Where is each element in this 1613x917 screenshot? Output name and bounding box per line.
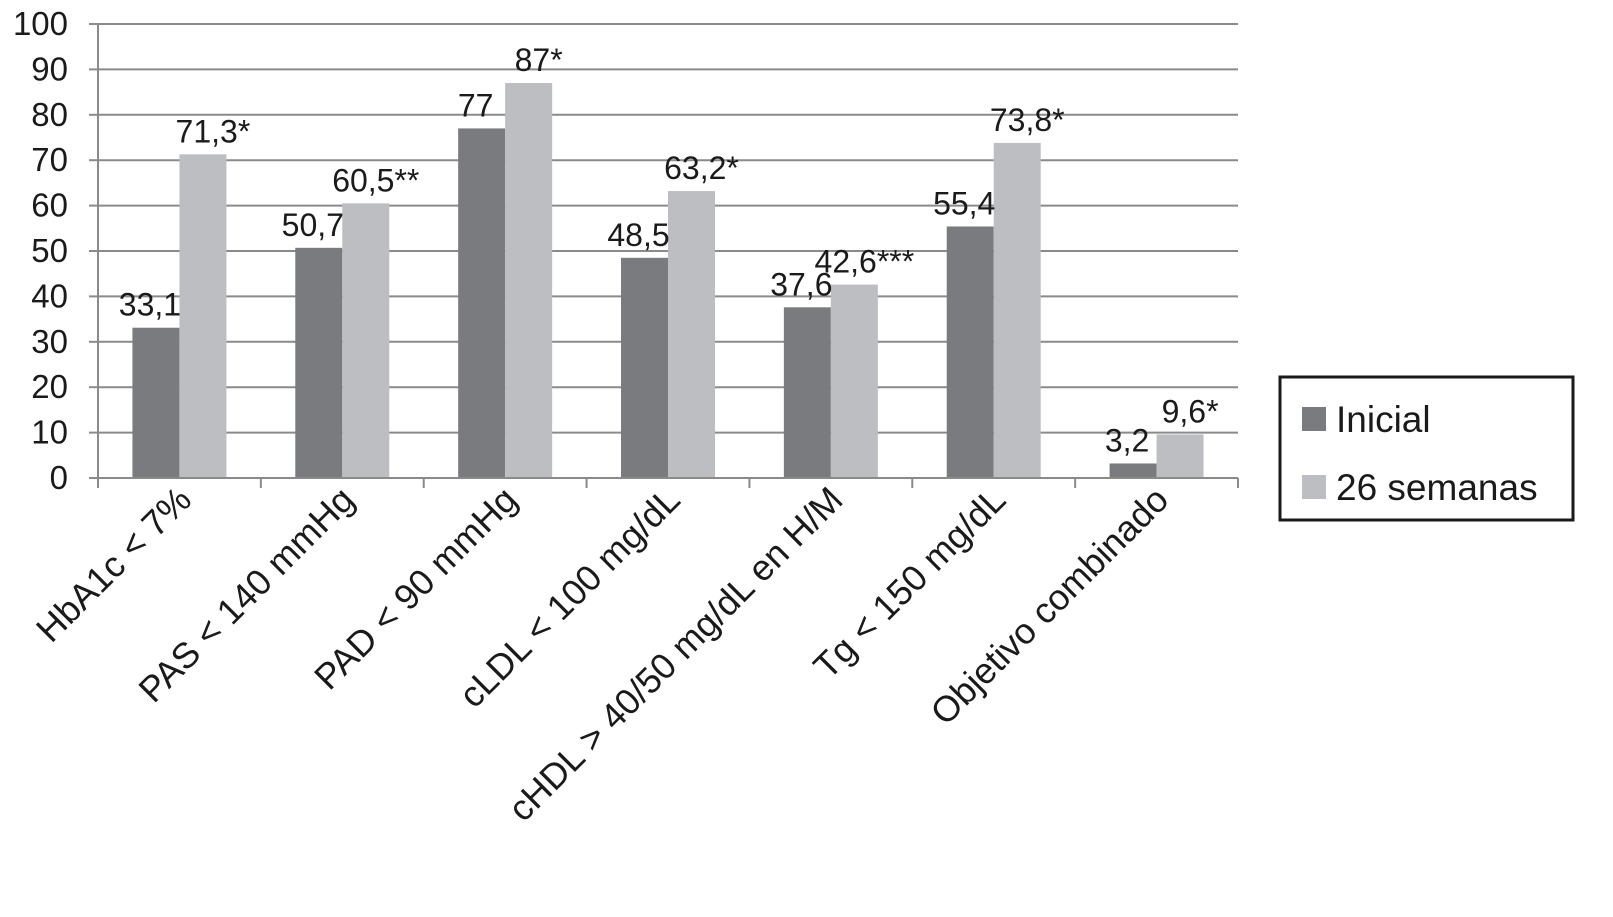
axes (89, 23, 1239, 488)
y-tick-label: 20 (31, 368, 68, 405)
legend-swatch (1302, 475, 1326, 499)
data-label: 48,5 (607, 217, 669, 253)
bar-inicial (946, 226, 994, 478)
data-label: 87* (515, 42, 563, 78)
data-label: 63,2* (664, 150, 739, 186)
bar-26-semanas (505, 83, 553, 479)
data-label: 33,1 (119, 287, 181, 323)
bar-inicial (621, 257, 668, 478)
data-label: 50,7 (282, 207, 344, 243)
legend: Inicial 26 semanas (1278, 375, 1575, 522)
bar-26-semanas (993, 142, 1041, 478)
bar-26-semanas (830, 284, 878, 478)
category-label: cHDL > 40/50 mg/dL en H/M (500, 479, 850, 829)
y-tick-label: 10 (31, 414, 68, 451)
bar-inicial (1109, 463, 1157, 478)
data-label: 37,6 (770, 266, 832, 302)
y-tick-label: 70 (31, 141, 68, 178)
y-tick-label: 0 (50, 459, 68, 496)
data-label: 9,6* (1162, 393, 1219, 429)
bars (132, 83, 1204, 479)
y-tick-label: 60 (31, 187, 68, 224)
bar-inicial (132, 327, 180, 478)
data-label: 42,6*** (815, 244, 915, 280)
data-label: 60,5** (332, 162, 419, 198)
legend-swatch (1302, 407, 1326, 431)
data-label: 77 (458, 87, 494, 123)
y-tick-label: 90 (31, 50, 68, 87)
legend-label: 26 semanas (1336, 467, 1538, 508)
y-axis-ticks: 0 10 20 30 40 50 60 70 80 90 100 (13, 5, 68, 496)
legend-box (1278, 375, 1575, 522)
data-label: 71,3* (176, 113, 251, 149)
bar-inicial (458, 128, 506, 479)
data-label: 3,2 (1105, 422, 1149, 458)
data-labels: 33,1 50,7 77 48,5 37,6 55,4 3,2 71,3* 60,5** 87* 6… (119, 42, 1219, 458)
y-tick-label: 100 (13, 5, 68, 42)
bar-26-semanas (668, 191, 715, 478)
y-tick-label: 30 (31, 323, 68, 360)
bar-26-semanas (179, 154, 227, 478)
category-label: HbA1c < 7% (28, 479, 199, 650)
y-tick-label: 50 (31, 232, 68, 269)
bar-26-semanas (342, 203, 390, 478)
y-tick-label: 80 (31, 96, 68, 133)
bar-26-semanas (1156, 434, 1204, 478)
bar-inicial (295, 247, 343, 478)
data-label: 73,8* (990, 102, 1065, 138)
y-tick-label: 40 (31, 277, 68, 314)
bar-inicial (783, 307, 831, 478)
legend-label: Inicial (1336, 399, 1431, 440)
data-label: 55,4 (933, 185, 995, 221)
